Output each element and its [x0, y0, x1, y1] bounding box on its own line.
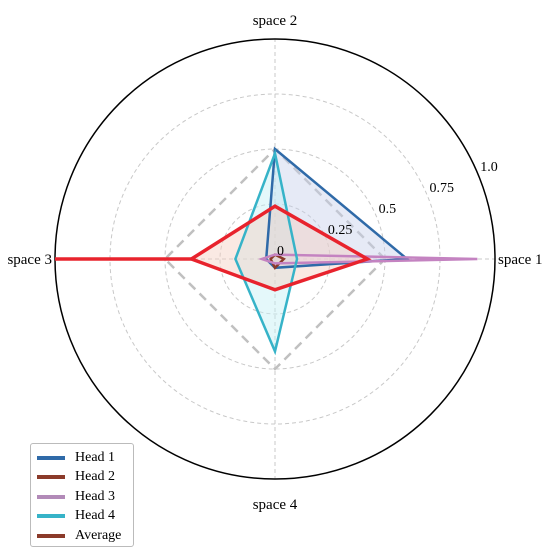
r-tick-label: 0 — [277, 244, 284, 259]
legend-item: Head 3 — [37, 487, 127, 507]
r-tick-label: 0.5 — [379, 202, 397, 217]
r-tick-label: 0.75 — [429, 181, 454, 196]
legend-item: Head 2 — [37, 468, 127, 488]
legend-label: Head 4 — [75, 508, 116, 524]
legend-item: Head 1 — [37, 448, 127, 468]
axis-label-2: space 2 — [253, 13, 298, 29]
axis-label-4: space 4 — [253, 497, 298, 513]
axis-label-3: space 3 — [7, 252, 52, 268]
legend-label: Average — [75, 527, 122, 543]
legend-swatch — [37, 494, 65, 499]
legend: Head 1 Head 2 Head 3 Head 4 Average — [30, 443, 134, 547]
legend-label: Head 3 — [75, 488, 116, 504]
r-tick-label: 0.25 — [328, 223, 353, 238]
legend-label: Head 2 — [75, 469, 116, 485]
legend-swatch — [37, 533, 65, 538]
legend-swatch — [37, 455, 65, 460]
axis-label-1: space 1 — [498, 252, 543, 268]
grid-circle-1 — [219, 203, 331, 315]
legend-item: Head 4 — [37, 507, 127, 527]
series-fill-0 — [266, 149, 407, 268]
reference-outline — [163, 147, 387, 371]
legend-swatch — [37, 514, 65, 519]
legend-item: Average — [37, 526, 127, 546]
legend-label: Head 1 — [75, 449, 116, 465]
legend-swatch — [37, 475, 65, 480]
r-tick-label: 1.0 — [480, 160, 498, 175]
series-fill-4 — [191, 206, 368, 290]
